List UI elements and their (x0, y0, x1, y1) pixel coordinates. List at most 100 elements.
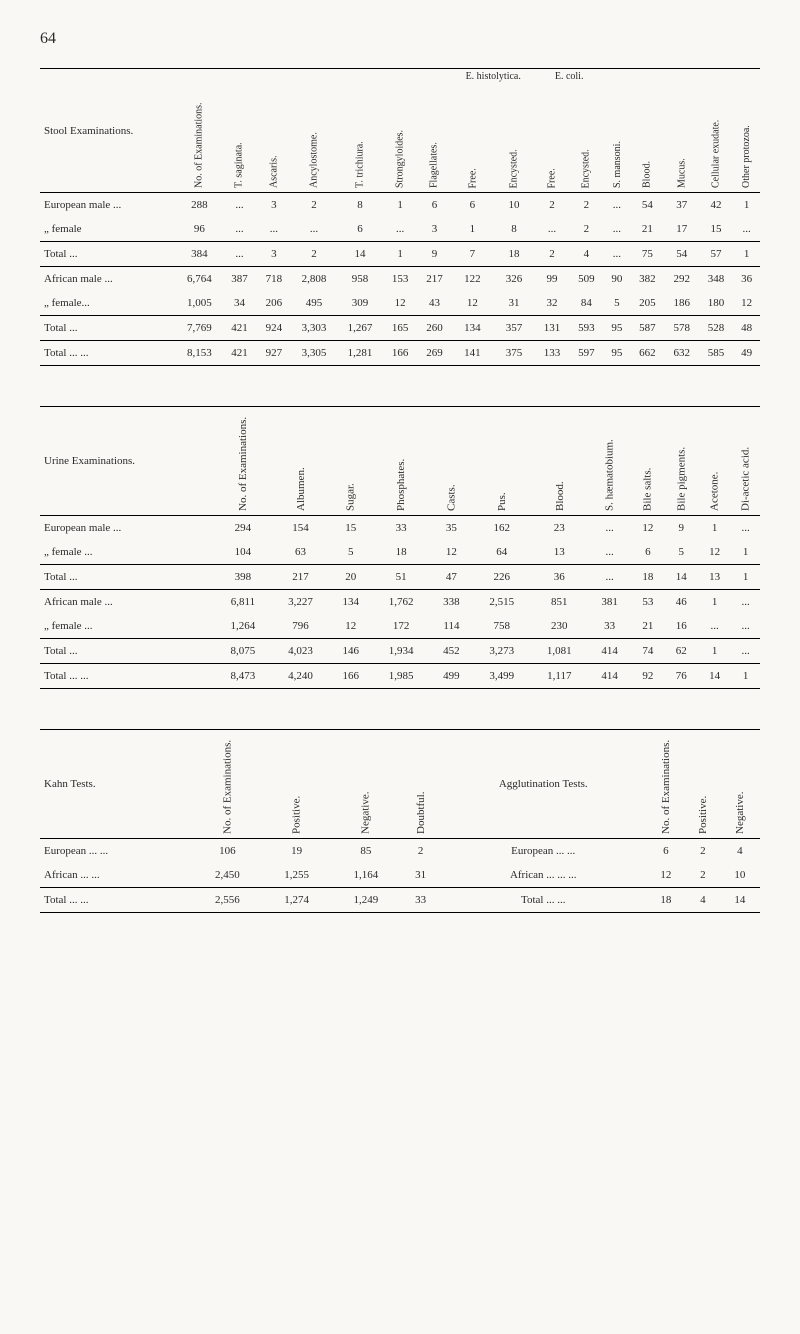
table-cell: 718 (257, 267, 291, 292)
table-cell: 4 (686, 888, 720, 913)
page-number: 64 (40, 30, 760, 48)
table-cell: 62 (665, 639, 698, 664)
col-stool: Stool Examinations. (40, 69, 176, 193)
table-cell: 2 (401, 839, 441, 864)
table-cell: 578 (665, 316, 699, 341)
table-cell: 17 (665, 217, 699, 242)
table-cell: ... (257, 217, 291, 242)
table-cell: 51 (372, 565, 430, 590)
table-cell: ... (222, 193, 256, 218)
table-cell: ... (731, 614, 760, 639)
table-cell: 6 (452, 193, 494, 218)
table-cell: 958 (337, 267, 383, 292)
table-cell: 3,227 (272, 590, 330, 615)
col-diacetic: Di-acetic acid. (731, 407, 760, 516)
table-cell: 54 (665, 242, 699, 267)
table-cell: European male ... (40, 516, 214, 541)
table-cell: ... (588, 565, 631, 590)
table-cell: 2 (291, 242, 337, 267)
table-cell: 46 (665, 590, 698, 615)
table-cell: European male ... (40, 193, 176, 218)
table-cell: ... (698, 614, 731, 639)
table-cell: „ female (40, 217, 176, 242)
table-cell: 134 (452, 316, 494, 341)
table-cell: 1 (452, 217, 494, 242)
col-ascaris: Ascaris. (257, 69, 291, 193)
table-cell: 84 (569, 291, 603, 316)
table-cell: 6 (631, 540, 664, 565)
col-mansoni: S. mansoni. (604, 69, 631, 193)
table-cell: 64 (473, 540, 531, 565)
table-cell: 14 (720, 888, 760, 913)
table-cell: 632 (665, 341, 699, 366)
table-cell: 21 (630, 217, 664, 242)
table-cell: 326 (493, 267, 535, 292)
table-cell: 74 (631, 639, 664, 664)
table-cell: 14 (665, 565, 698, 590)
table-cell: 63 (272, 540, 330, 565)
table-cell: 597 (569, 341, 603, 366)
table-cell: 1 (731, 565, 760, 590)
table-cell: 387 (222, 267, 256, 292)
table-cell: 2 (291, 193, 337, 218)
table-cell: 172 (372, 614, 430, 639)
table-cell: 6,764 (176, 267, 222, 292)
table-cell: ... (222, 242, 256, 267)
table-cell: 19 (262, 839, 331, 864)
table-cell: 499 (430, 664, 473, 689)
col-ancylostome: Ancylostome. (291, 69, 337, 193)
table-cell: 1,264 (214, 614, 272, 639)
table-cell: 1,117 (531, 664, 589, 689)
table-cell: 1 (733, 193, 760, 218)
table-cell: 2 (535, 193, 569, 218)
table-cell: 382 (630, 267, 664, 292)
table-cell: 6,811 (214, 590, 272, 615)
table-cell: 95 (604, 341, 631, 366)
table-cell: 217 (417, 267, 451, 292)
table-cell: 8 (337, 193, 383, 218)
table-cell: 851 (531, 590, 589, 615)
table-cell: Total ... ... (40, 888, 193, 913)
table-cell: 217 (272, 565, 330, 590)
table-cell: 35 (430, 516, 473, 541)
table-cell: 3 (417, 217, 451, 242)
col-u-noexam: No. of Examinations. (214, 407, 272, 516)
table-cell: African male ... (40, 590, 214, 615)
table-cell: 76 (665, 664, 698, 689)
col-ublood: Blood. (531, 407, 589, 516)
table-cell: 357 (493, 316, 535, 341)
table-cell: 2,515 (473, 590, 531, 615)
table-cell: „ female ... (40, 614, 214, 639)
table-cell: 122 (452, 267, 494, 292)
table-cell: 53 (631, 590, 664, 615)
table-cell: 3 (257, 242, 291, 267)
table-cell: 585 (699, 341, 733, 366)
stool-examinations-table: Stool Examinations. No. of Examinations.… (40, 68, 760, 366)
table-cell: 32 (535, 291, 569, 316)
table-cell: 10 (720, 863, 760, 888)
table-cell: 31 (401, 863, 441, 888)
col-urine: Urine Examinations. (40, 407, 214, 516)
table-cell: 13 (698, 565, 731, 590)
table-cell: 6 (417, 193, 451, 218)
table-cell: 23 (531, 516, 589, 541)
table-cell: 1 (731, 664, 760, 689)
table-cell: 153 (383, 267, 417, 292)
table-cell: 1,985 (372, 664, 430, 689)
table-cell: 3,499 (473, 664, 531, 689)
table-cell: 1,255 (262, 863, 331, 888)
col-trichiura: T. trichiura. (337, 69, 383, 193)
table-cell: 292 (665, 267, 699, 292)
table-cell: Total ... ... (441, 888, 646, 913)
table-cell: 18 (631, 565, 664, 590)
table-cell: ... (731, 639, 760, 664)
table-cell: 338 (430, 590, 473, 615)
table-cell: 16 (665, 614, 698, 639)
table-cell: 5 (329, 540, 372, 565)
table-cell: 2,556 (193, 888, 262, 913)
table-cell: 2,808 (291, 267, 337, 292)
table-cell: 3 (257, 193, 291, 218)
col-k-neg: Negative. (331, 730, 400, 839)
table-cell: 421 (222, 316, 256, 341)
table-cell: 587 (630, 316, 664, 341)
